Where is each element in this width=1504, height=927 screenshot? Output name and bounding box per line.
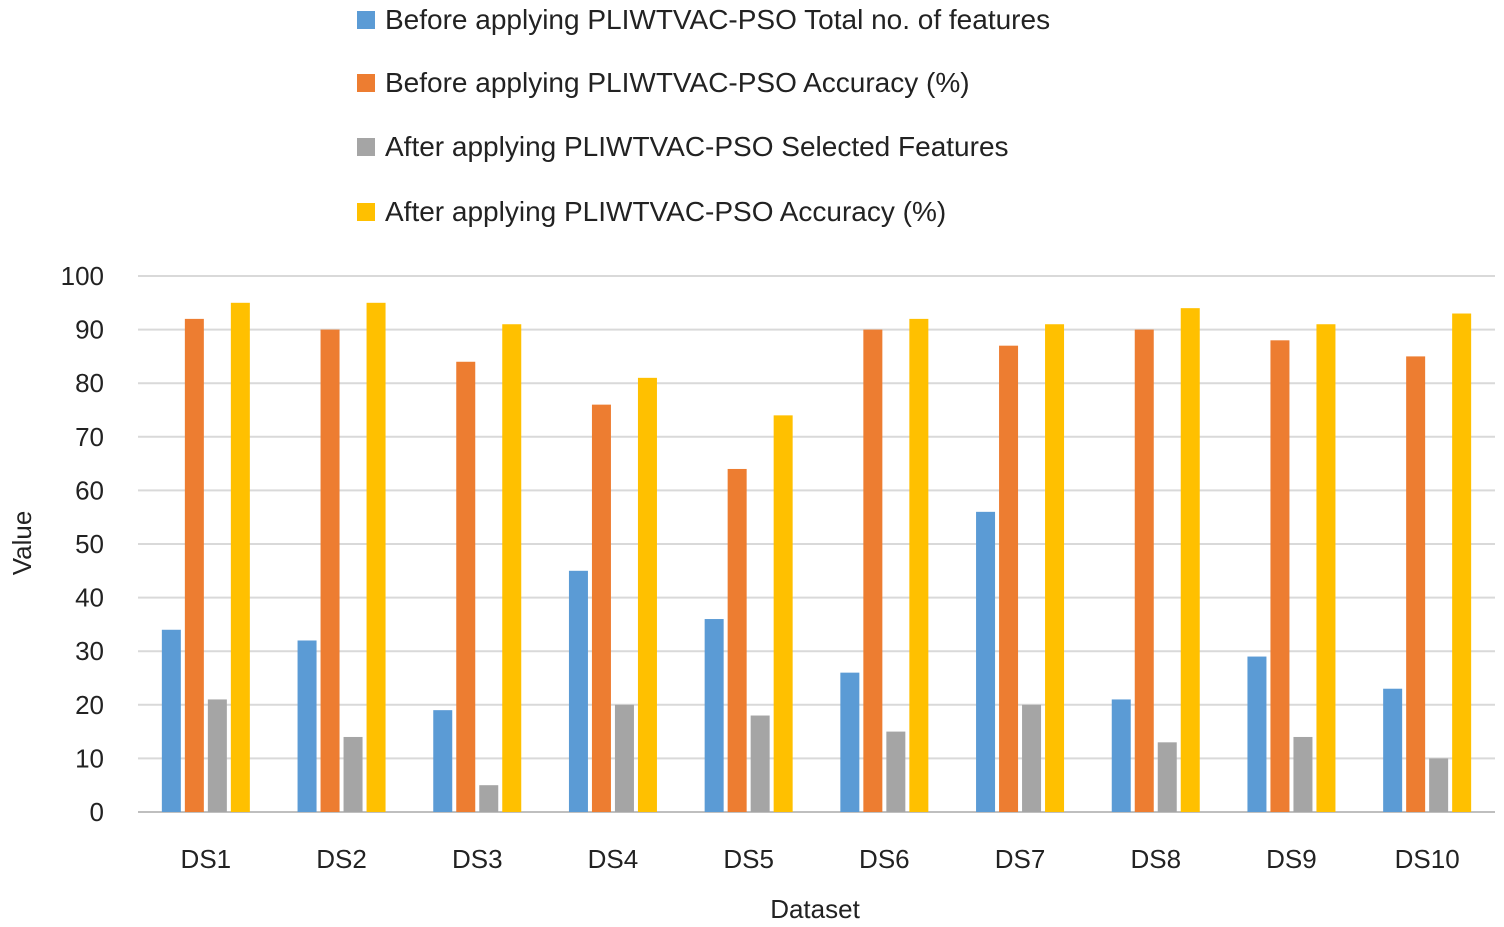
legend-swatch xyxy=(357,203,375,221)
x-tick-label-ds1: DS1 xyxy=(181,844,232,874)
bar-ds5-series-4 xyxy=(773,415,793,812)
legend-label: After applying PLIWTVAC-PSO Accuracy (%) xyxy=(385,196,947,227)
bar-ds4-series-3 xyxy=(614,704,634,812)
bar-ds4-series-1 xyxy=(568,570,588,812)
bar-ds3-series-4 xyxy=(502,324,522,812)
bar-ds4-series-2 xyxy=(591,404,611,812)
bar-ds6-series-3 xyxy=(886,731,906,812)
bar-ds8-series-3 xyxy=(1157,742,1177,812)
bar-ds6-series-4 xyxy=(909,318,929,812)
bar-ds1-series-2 xyxy=(184,318,204,812)
x-tick-label-ds10: DS10 xyxy=(1395,844,1460,874)
y-axis-ticks: 0 10 20 30 40 50 60 70 80 90 100 xyxy=(61,261,104,827)
legend-label: Before applying PLIWTVAC-PSO Accuracy (%… xyxy=(385,67,970,98)
x-tick-label-ds9: DS9 xyxy=(1266,844,1317,874)
bar-ds1-series-1 xyxy=(161,629,181,812)
y-tick-label: 10 xyxy=(75,743,104,773)
legend-label: Before applying PLIWTVAC-PSO Total no. o… xyxy=(385,4,1051,35)
y-tick-label: 30 xyxy=(75,636,104,666)
bar-ds3-series-3 xyxy=(479,785,499,812)
y-tick-label: 70 xyxy=(75,422,104,452)
bar-ds10-series-3 xyxy=(1429,758,1449,812)
bar-ds2-series-1 xyxy=(297,640,317,812)
legend-item-1: Before applying PLIWTVAC-PSO Total no. o… xyxy=(357,0,1050,40)
bar-ds9-series-3 xyxy=(1293,736,1313,812)
bar-ds9-series-1 xyxy=(1247,656,1267,812)
y-tick-label: 90 xyxy=(75,315,104,345)
y-tick-label: 100 xyxy=(61,261,104,291)
bar-ds8-series-1 xyxy=(1111,699,1131,812)
bar-ds4-series-4 xyxy=(637,377,657,812)
legend-item-2: Before applying PLIWTVAC-PSO Accuracy (%… xyxy=(357,63,970,103)
x-axis-title: Dataset xyxy=(770,894,860,924)
legend-swatch xyxy=(357,11,375,29)
bar-ds7-series-1 xyxy=(976,511,996,812)
bar-ds8-series-4 xyxy=(1180,308,1200,812)
bar-ds7-series-3 xyxy=(1022,704,1042,812)
bar-ds7-series-4 xyxy=(1045,324,1065,812)
legend-label: After applying PLIWTVAC-PSO Selected Fea… xyxy=(385,131,1009,162)
bar-ds3-series-1 xyxy=(433,710,453,812)
x-axis-ticks: DS1 DS2 DS3 DS4 DS5 DS6 DS7 DS8 DS9 DS10 xyxy=(181,844,1460,874)
x-tick-label-ds2: DS2 xyxy=(316,844,367,874)
bars xyxy=(161,302,1472,812)
bar-ds8-series-2 xyxy=(1134,329,1154,812)
gridlines xyxy=(138,275,1495,813)
x-tick-label-ds4: DS4 xyxy=(588,844,639,874)
x-tick-label-ds8: DS8 xyxy=(1130,844,1181,874)
x-tick-label-ds3: DS3 xyxy=(452,844,503,874)
bar-ds7-series-2 xyxy=(999,345,1019,812)
bar-ds2-series-3 xyxy=(343,736,363,812)
bar-ds10-series-1 xyxy=(1383,688,1403,812)
legend-item-3: After applying PLIWTVAC-PSO Selected Fea… xyxy=(357,127,1009,167)
bar-ds9-series-4 xyxy=(1316,324,1336,812)
bar-ds6-series-2 xyxy=(863,329,883,812)
bar-ds3-series-2 xyxy=(456,361,476,812)
bar-ds2-series-2 xyxy=(320,329,340,812)
y-axis-title: Value xyxy=(7,511,37,576)
bar-ds9-series-2 xyxy=(1270,340,1290,812)
bar-ds6-series-1 xyxy=(840,672,860,812)
bar-ds5-series-3 xyxy=(750,715,770,812)
x-tick-label-ds6: DS6 xyxy=(859,844,910,874)
bar-ds5-series-2 xyxy=(727,468,747,812)
legend-swatch xyxy=(357,74,375,92)
y-tick-label: 20 xyxy=(75,690,104,720)
y-tick-label: 60 xyxy=(75,475,104,505)
legend-swatch xyxy=(357,138,375,156)
bar-ds10-series-4 xyxy=(1452,313,1472,812)
legend-item-4: After applying PLIWTVAC-PSO Accuracy (%) xyxy=(357,192,946,232)
y-tick-label: 0 xyxy=(90,797,104,827)
x-tick-label-ds5: DS5 xyxy=(723,844,774,874)
bar-ds5-series-1 xyxy=(704,619,724,812)
y-tick-label: 80 xyxy=(75,368,104,398)
bar-ds1-series-3 xyxy=(207,699,227,812)
y-tick-label: 40 xyxy=(75,583,104,613)
bar-ds2-series-4 xyxy=(366,302,386,812)
x-tick-label-ds7: DS7 xyxy=(995,844,1046,874)
bar-ds1-series-4 xyxy=(230,302,250,812)
y-tick-label: 50 xyxy=(75,529,104,559)
bar-ds10-series-2 xyxy=(1406,356,1426,812)
